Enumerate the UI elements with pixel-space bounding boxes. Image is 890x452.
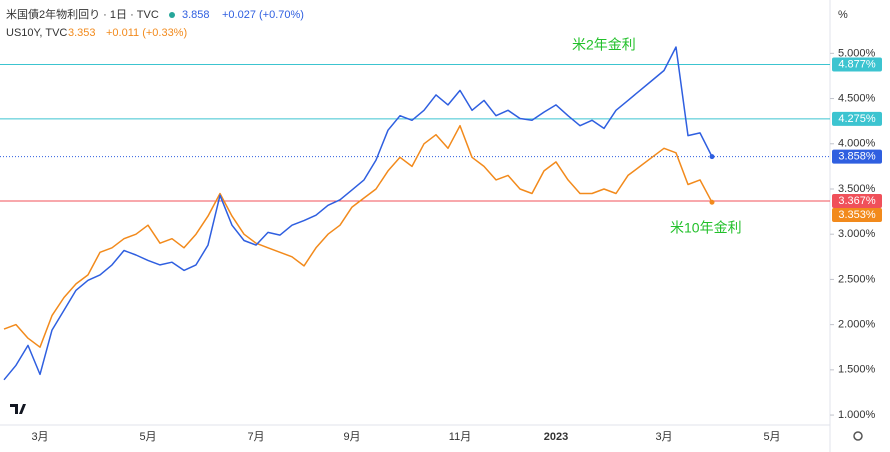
x-tick-label: 2023 <box>544 431 568 443</box>
series-line <box>3 124 713 348</box>
y-tick-label: 2.500% <box>838 273 876 285</box>
price-label-box <box>832 208 882 223</box>
header-change: +0.027 (+0.70%) <box>222 9 304 21</box>
x-tick-label: 3月 <box>31 431 48 443</box>
last-point <box>709 154 715 160</box>
series-line <box>3 46 713 381</box>
y-tick-label: 5.000% <box>838 47 876 59</box>
y-tick-label: 4.500% <box>838 92 876 104</box>
y-tick-label: 1.500% <box>838 364 876 376</box>
x-tick-label: 5月 <box>763 431 780 443</box>
y-tick-label: 1.000% <box>838 409 876 421</box>
settings-icon[interactable] <box>853 431 863 441</box>
last-point <box>709 199 715 205</box>
y-tick-label: 3.500% <box>838 183 876 195</box>
annotation: 米10年金利 <box>670 220 742 236</box>
status-dot <box>169 12 175 18</box>
price-label-box <box>832 149 882 164</box>
price-label-box <box>832 194 882 209</box>
x-tick-label: 3月 <box>655 431 672 443</box>
price-label: 4.877% <box>838 58 876 70</box>
chart-title: 米国債2年物利回り · 1日 · TVC <box>6 7 159 21</box>
price-label-box <box>832 57 882 72</box>
price-label: 3.353% <box>838 209 876 221</box>
subtitle-change: +0.011 (+0.33%) <box>106 27 187 39</box>
x-tick-label: 7月 <box>247 431 264 443</box>
y-tick-label: 4.000% <box>838 138 876 150</box>
tv-logo <box>10 404 26 414</box>
y-tick-label: 3.000% <box>838 228 876 240</box>
price-label: 3.858% <box>838 151 876 163</box>
y-tick-label: 2.000% <box>838 319 876 331</box>
header-price: 3.858 <box>182 9 210 21</box>
x-tick-label: 9月 <box>343 431 360 443</box>
unit-label: % <box>838 9 848 21</box>
price-label: 3.367% <box>838 195 876 207</box>
subtitle: US10Y, TVC <box>6 27 67 39</box>
x-tick-label: 5月 <box>139 431 156 443</box>
annotation: 米2年金利 <box>572 37 636 53</box>
x-tick-label: 11月 <box>449 431 471 443</box>
price-label-box <box>832 111 882 126</box>
price-label: 4.275% <box>838 113 876 125</box>
subtitle-price: 3.353 <box>68 27 96 39</box>
